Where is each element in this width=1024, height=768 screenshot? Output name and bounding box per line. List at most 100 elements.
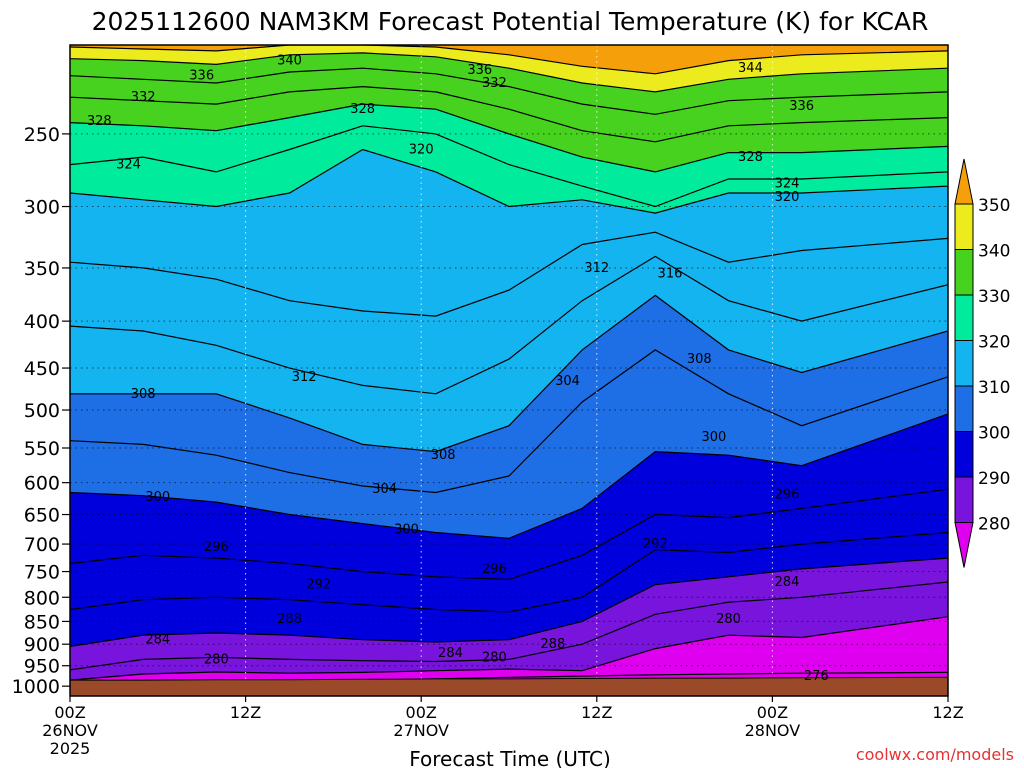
- contour-label: 336: [789, 99, 814, 114]
- contour-label: 344: [738, 61, 763, 76]
- y-tick-label: 250: [24, 124, 60, 146]
- contour-label: 304: [555, 374, 580, 389]
- contour-label: 332: [482, 76, 507, 91]
- y-tick-label: 450: [24, 358, 60, 380]
- y-tick-label: 500: [24, 400, 60, 422]
- y-tick-label: 800: [24, 587, 60, 609]
- y-tick-label: 700: [24, 534, 60, 556]
- contour-label: 300: [145, 490, 170, 505]
- colorbar-label: 340: [978, 242, 1010, 262]
- isentrope-284: [70, 581, 948, 671]
- isentrope-312: [70, 255, 948, 395]
- chart-title: 2025112600 NAM3KM Forecast Potential Tem…: [92, 7, 929, 36]
- y-tick-label: 350: [24, 258, 60, 280]
- y-tick-label: 1000: [12, 676, 60, 698]
- contour-label: 308: [131, 387, 156, 402]
- x-tick-label: 26NOV: [42, 721, 98, 740]
- colorbar-label: 290: [978, 469, 1010, 489]
- isentrope-304: [70, 349, 948, 494]
- contour-label: 312: [584, 261, 609, 276]
- colorbar-top-arrow: [954, 158, 974, 205]
- y-tick-label: 600: [24, 473, 60, 495]
- isentrope-288: [70, 557, 948, 647]
- contour-label: 300: [701, 430, 726, 445]
- contour-label: 288: [540, 637, 565, 652]
- y-tick-label: 850: [24, 611, 60, 633]
- plot-frame: [69, 44, 949, 697]
- x-axis-title: Forecast Time (UTC): [409, 747, 611, 768]
- isentrope-324: [70, 125, 948, 208]
- colorbar-swatch: [954, 385, 974, 432]
- colorbar-swatch: [954, 249, 974, 296]
- contour-label: 308: [431, 448, 456, 463]
- y-tick-label: 400: [24, 311, 60, 333]
- isentrope-336: [70, 67, 948, 115]
- isentrope-300: [70, 413, 948, 539]
- plot-area: 3403363323283243283203363323443363283243…: [70, 45, 948, 696]
- contour-label: 300: [394, 523, 419, 538]
- x-tick-label: 12Z: [230, 703, 261, 722]
- colorbar-swatch: [954, 476, 974, 523]
- x-tick-label: 2025: [50, 739, 91, 758]
- isentrope-332: [70, 85, 948, 143]
- contour-label: 280: [716, 612, 741, 627]
- y-tick-label: 650: [24, 505, 60, 527]
- contour-label: 328: [738, 150, 763, 165]
- x-tick-label: 27NOV: [393, 721, 449, 740]
- contour-label: 336: [467, 63, 492, 78]
- x-tick-label: 28NOV: [745, 721, 801, 740]
- colorbar-bottom-arrow: [954, 522, 974, 568]
- colorbar-label: 310: [978, 378, 1010, 398]
- contour-label: 328: [350, 102, 375, 117]
- contour-label: 320: [775, 190, 800, 205]
- contour-label: 312: [292, 370, 317, 385]
- colorbar-swatch: [954, 294, 974, 341]
- isentrope-320: [70, 148, 948, 214]
- contour-label: 324: [116, 158, 141, 173]
- colorbar: 350 340 330 320 310 300 290 280: [954, 158, 1010, 568]
- colorbar-swatch: [954, 340, 974, 387]
- watermark-text: coolwx.com/models: [856, 745, 1014, 764]
- isentrope-308: [70, 294, 948, 453]
- contour-label: 332: [131, 90, 156, 105]
- contour-label: 284: [438, 646, 463, 661]
- x-tick-label: 12Z: [932, 703, 963, 722]
- colorbar-label: 300: [978, 424, 1010, 444]
- plot-content: 3403363323283243283203363323443363283243…: [70, 45, 948, 696]
- contour-label: 292: [643, 537, 668, 552]
- contour-label: 296: [204, 540, 229, 555]
- contour-label: 308: [687, 352, 712, 367]
- contour-label: 276: [804, 669, 829, 684]
- colorbar-label: 280: [978, 515, 1010, 535]
- terrain-ground: [70, 676, 948, 696]
- contour-label: 280: [482, 650, 507, 665]
- y-tick-label: 300: [24, 197, 60, 219]
- contour-label: 336: [189, 69, 214, 84]
- x-tick-label: 00Z: [406, 703, 437, 722]
- axes: 250 300 350 400 450 500 550 600 650 700 750 8008509…: [12, 44, 964, 758]
- y-tick-label: 550: [24, 438, 60, 460]
- x-tick-label: 00Z: [54, 703, 85, 722]
- contour-label: 316: [658, 267, 683, 282]
- isentrope-328: [70, 103, 948, 173]
- contour-label: 324: [775, 176, 800, 191]
- contour-label: 320: [409, 143, 434, 158]
- colorbar-label: 320: [978, 333, 1010, 353]
- contour-label: 284: [145, 633, 170, 648]
- colorbar-label: 330: [978, 287, 1010, 307]
- isentrope-292: [70, 531, 948, 613]
- isentrope-344: [70, 45, 948, 75]
- contour-label: 304: [372, 482, 397, 497]
- y-tick-label: 750: [24, 562, 60, 584]
- isentrope-296: [70, 488, 948, 581]
- isentrope-280: [70, 616, 948, 681]
- colorbar-swatch: [954, 431, 974, 478]
- contour-label: 292: [306, 578, 331, 593]
- y-tick-label: 900: [24, 634, 60, 656]
- contour-label: 284: [775, 575, 800, 590]
- contour-label: 288: [277, 612, 302, 627]
- colorbar-label: 350: [978, 196, 1010, 216]
- isentrope-340: [70, 52, 948, 93]
- contour-label: 328: [87, 114, 112, 129]
